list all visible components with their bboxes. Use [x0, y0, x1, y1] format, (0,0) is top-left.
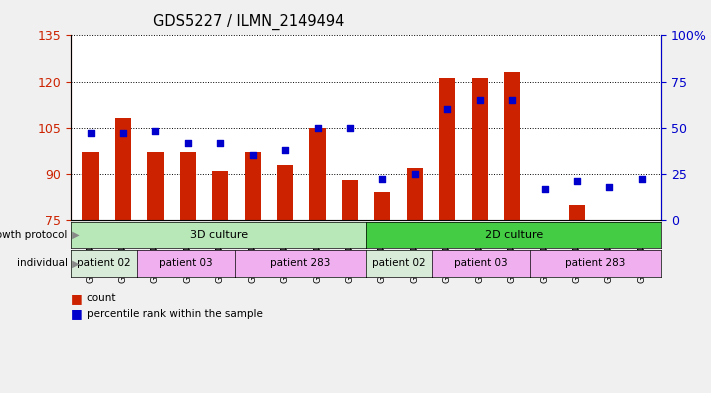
Bar — [504, 72, 520, 220]
Bar — [407, 168, 423, 220]
Point — [474, 97, 486, 103]
Point — [636, 176, 648, 183]
Text: patient 02: patient 02 — [77, 258, 131, 268]
Point — [539, 185, 550, 192]
Point — [85, 130, 96, 136]
Bar — [439, 79, 455, 220]
Point — [312, 125, 324, 131]
Text: 3D culture: 3D culture — [190, 230, 247, 240]
Point — [442, 106, 453, 112]
Bar — [569, 205, 585, 220]
Bar — [374, 193, 390, 220]
Text: patient 03: patient 03 — [159, 258, 213, 268]
Text: patient 03: patient 03 — [454, 258, 508, 268]
Bar — [245, 152, 261, 220]
Text: patient 283: patient 283 — [270, 258, 331, 268]
Text: count: count — [87, 293, 116, 303]
Text: ▶: ▶ — [69, 230, 80, 240]
Bar — [277, 165, 293, 220]
Point — [409, 171, 420, 177]
Text: ▶: ▶ — [69, 258, 80, 268]
Point — [506, 97, 518, 103]
Text: 2D culture: 2D culture — [485, 230, 542, 240]
Text: percentile rank within the sample: percentile rank within the sample — [87, 309, 262, 319]
Text: growth protocol: growth protocol — [0, 230, 68, 240]
Point — [215, 140, 226, 146]
Text: ■: ■ — [71, 292, 83, 305]
Point — [182, 140, 193, 146]
Text: GDS5227 / ILMN_2149494: GDS5227 / ILMN_2149494 — [153, 14, 345, 30]
Point — [150, 128, 161, 134]
Text: patient 283: patient 283 — [565, 258, 626, 268]
Bar — [115, 119, 131, 220]
Bar — [212, 171, 228, 220]
Bar — [180, 152, 196, 220]
Bar — [147, 152, 164, 220]
Bar — [82, 152, 99, 220]
Bar — [471, 79, 488, 220]
Bar — [309, 128, 326, 220]
Point — [117, 130, 129, 136]
Point — [604, 184, 615, 190]
Point — [571, 178, 582, 184]
Point — [344, 125, 356, 131]
Text: patient 02: patient 02 — [372, 258, 426, 268]
Point — [377, 176, 388, 183]
Point — [279, 147, 291, 153]
Point — [247, 152, 258, 158]
Bar — [342, 180, 358, 220]
Text: ■: ■ — [71, 307, 83, 321]
Text: individual: individual — [16, 258, 68, 268]
